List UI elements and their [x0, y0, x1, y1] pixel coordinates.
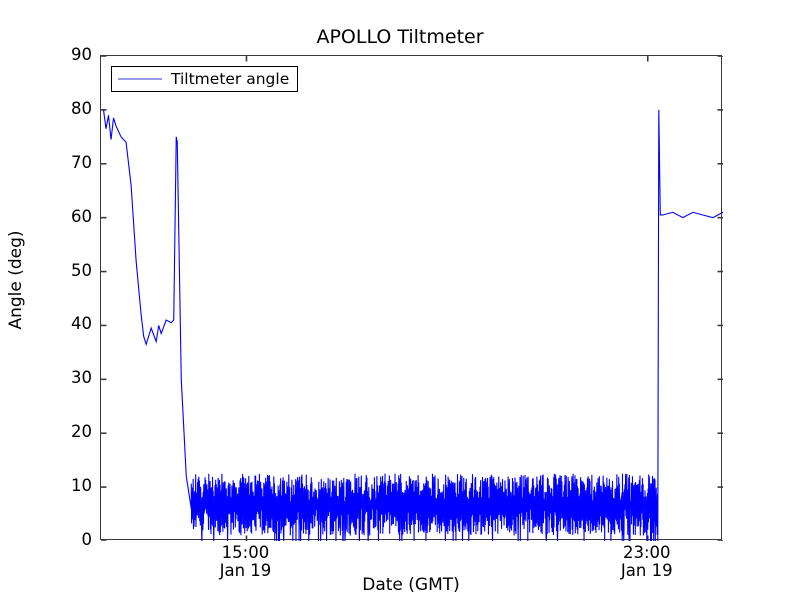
y-tick-label: 20 — [71, 422, 92, 442]
legend-label-tiltmeter-angle: Tiltmeter angle — [171, 70, 290, 88]
y-tick-label: 90 — [71, 45, 92, 64]
y-tick-label: 70 — [71, 152, 92, 172]
y-axis-label: Angle (deg) — [6, 230, 26, 330]
x-tick-day: Jan 19 — [219, 561, 272, 581]
plot-area: Tiltmeter angle — [100, 55, 723, 541]
chart-title: APOLLO Tiltmeter — [316, 26, 484, 48]
y-tick-label: 60 — [71, 206, 92, 226]
y-axis-label-container: Angle (deg) — [0, 0, 40, 600]
x-tick-day: Jan 19 — [620, 561, 673, 581]
y-tick-marks — [101, 56, 723, 541]
tiltmeter-angle-trace — [102, 109, 723, 541]
legend: Tiltmeter angle — [111, 66, 299, 92]
x-tick-label: 23:00 Jan 19 — [587, 543, 707, 581]
legend-line-swatch — [118, 78, 162, 80]
y-tick-label: 0 — [81, 530, 93, 549]
y-axis-tick-labels: 0 10 20 30 40 50 60 70 80 90 — [50, 0, 92, 600]
x-tick-time: 15:00 — [221, 543, 270, 562]
y-tick-label: 40 — [71, 314, 92, 334]
y-tick-label: 50 — [71, 260, 92, 280]
y-tick-label: 30 — [71, 368, 92, 388]
x-tick-time: 23:00 — [622, 543, 671, 562]
data-plot — [101, 56, 723, 541]
x-tick-marks — [245, 56, 649, 541]
y-tick-label: 10 — [71, 476, 92, 496]
x-tick-label: 15:00 Jan 19 — [185, 543, 305, 581]
y-tick-label: 80 — [71, 98, 92, 118]
x-axis-label: Date (GMT) — [362, 575, 460, 595]
